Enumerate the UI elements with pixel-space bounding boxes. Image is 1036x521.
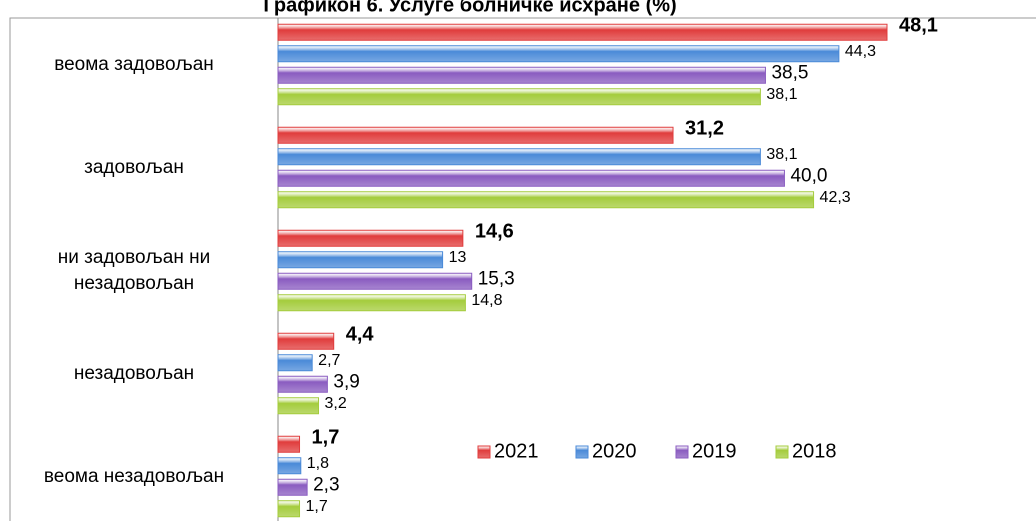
bar bbox=[277, 375, 328, 393]
data-label: 44,3 bbox=[845, 43, 876, 60]
bar bbox=[277, 457, 302, 475]
bar bbox=[277, 66, 766, 84]
bar bbox=[277, 332, 335, 350]
data-label: 14,8 bbox=[471, 292, 502, 309]
legend-swatch bbox=[775, 445, 789, 459]
legend-label: 2020 bbox=[592, 440, 637, 462]
y-tick-label: ни задовољан ни незадовољан bbox=[57, 246, 211, 294]
bar bbox=[277, 478, 308, 496]
data-label: 2,3 bbox=[313, 474, 339, 495]
bar bbox=[277, 272, 473, 290]
data-label: 1,8 bbox=[307, 455, 329, 472]
data-label: 48,1 bbox=[899, 15, 938, 37]
y-tick-label: веома незадовољан bbox=[43, 465, 225, 487]
bar bbox=[277, 126, 674, 144]
bar bbox=[277, 397, 320, 415]
chart-frame bbox=[9, 17, 1036, 521]
data-label: 13 bbox=[449, 249, 467, 266]
y-tick-label: незадовољан bbox=[73, 362, 195, 384]
legend-swatch bbox=[477, 445, 491, 459]
legend-label: 2021 bbox=[494, 440, 539, 462]
legend-label: 2018 bbox=[792, 440, 837, 462]
bar bbox=[277, 435, 301, 453]
bar bbox=[277, 45, 840, 63]
data-label: 31,2 bbox=[685, 118, 724, 140]
y-tick-label: веома задовољан bbox=[54, 53, 214, 75]
data-label: 1,7 bbox=[306, 498, 328, 515]
legend-swatch bbox=[575, 445, 589, 459]
data-label: 38,1 bbox=[766, 146, 797, 163]
bar bbox=[277, 354, 313, 372]
data-label: 1,7 bbox=[312, 427, 340, 449]
data-label: 38,1 bbox=[766, 86, 797, 103]
bar bbox=[277, 169, 785, 187]
bar bbox=[277, 191, 815, 209]
data-label: 40,0 bbox=[790, 165, 827, 186]
data-label: 14,6 bbox=[475, 221, 514, 243]
legend-label: 2019 bbox=[692, 440, 737, 462]
bar bbox=[277, 500, 301, 518]
bar bbox=[277, 23, 888, 41]
data-label: 42,3 bbox=[820, 189, 851, 206]
data-label: 3,2 bbox=[325, 395, 347, 412]
data-label: 15,3 bbox=[478, 268, 515, 289]
data-label: 2,7 bbox=[318, 352, 340, 369]
y-tick-label: задовољан bbox=[84, 156, 184, 178]
bar bbox=[277, 294, 466, 312]
bar bbox=[277, 251, 444, 269]
chart-title: Графикон 6. Услуге болничке исхране (%) bbox=[263, 0, 676, 16]
data-label: 38,5 bbox=[771, 62, 808, 83]
bar bbox=[277, 148, 761, 166]
data-label: 4,4 bbox=[346, 324, 375, 346]
bar bbox=[277, 229, 464, 247]
legend-swatch bbox=[675, 445, 689, 459]
data-label: 3,9 bbox=[333, 371, 359, 392]
bar bbox=[277, 88, 761, 106]
